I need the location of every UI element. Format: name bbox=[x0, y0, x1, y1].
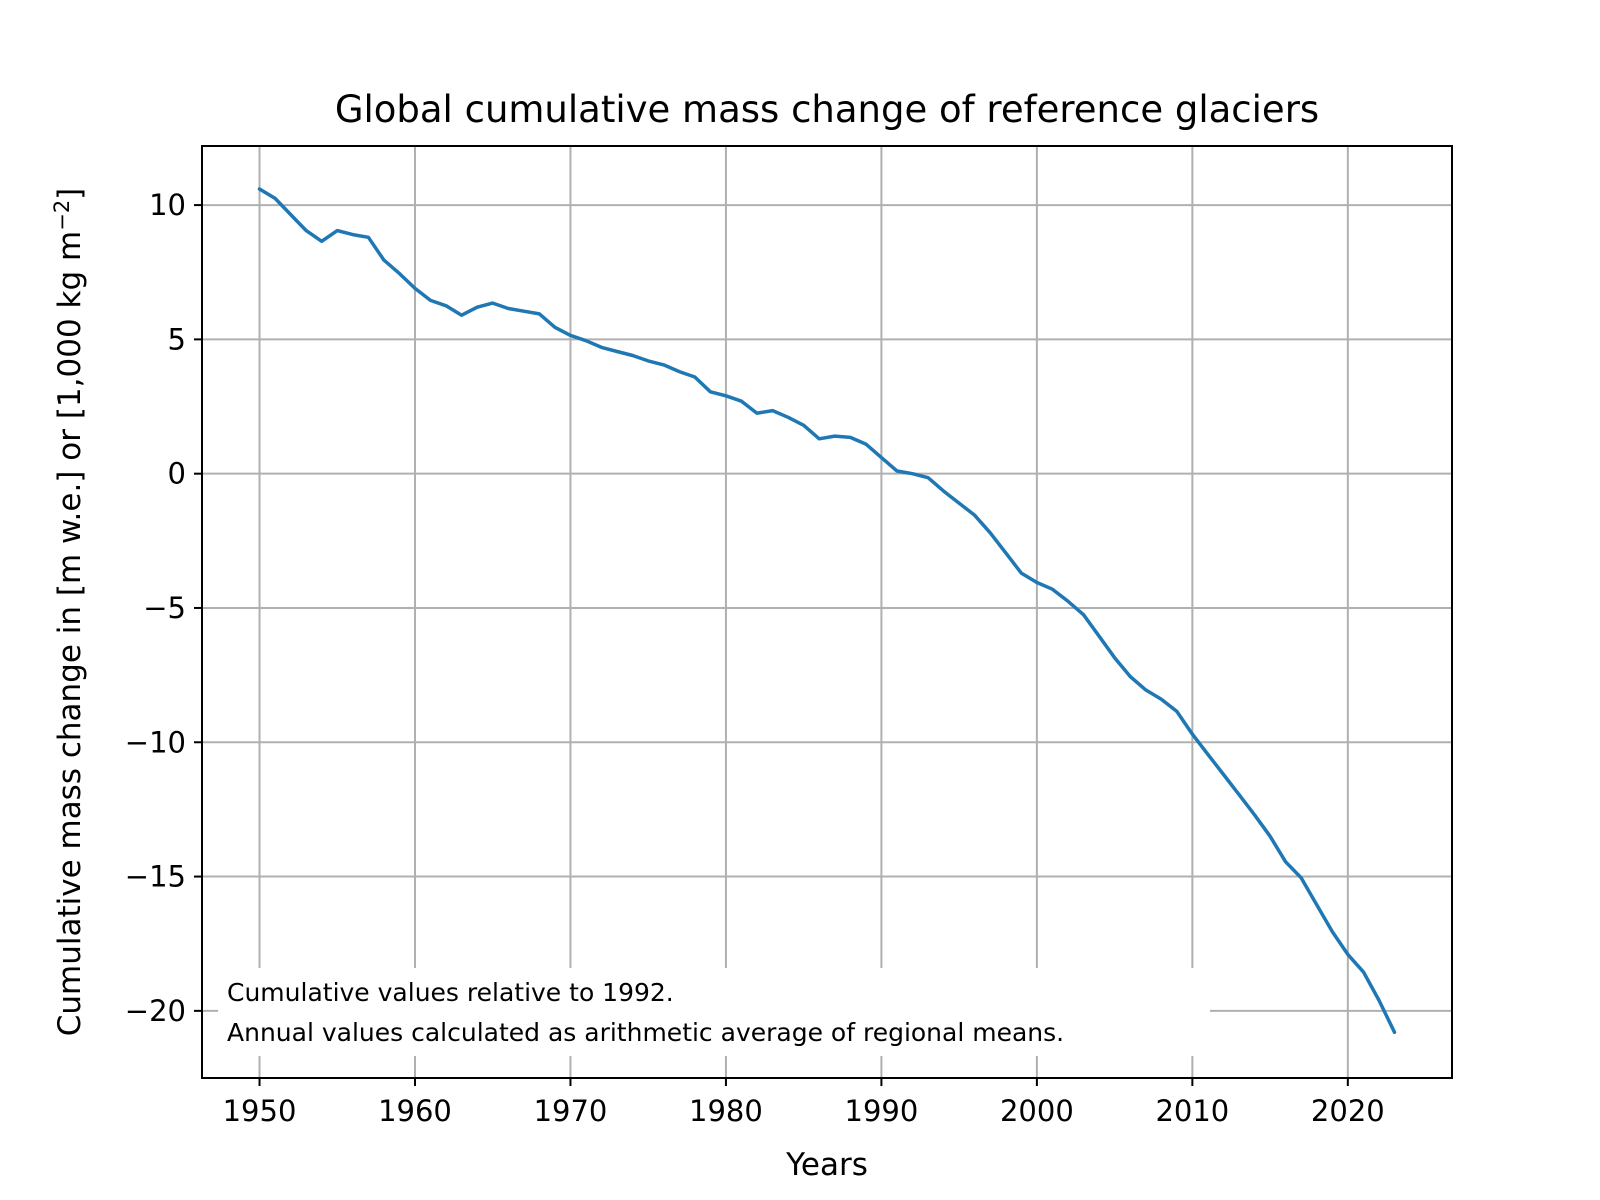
axis-ticks: 1950 1960 1970 1980 1990 2000 2010 2020 10 5 0 −5 −1… bbox=[125, 188, 1385, 1128]
x-tick-label: 1950 bbox=[223, 1094, 297, 1128]
x-tick-label: 1980 bbox=[689, 1094, 763, 1128]
y-tick-label: −10 bbox=[125, 725, 186, 759]
x-tick-label: 2020 bbox=[1311, 1094, 1385, 1128]
y-axis-title-superscript: −2 bbox=[50, 200, 74, 231]
chart-title: Global cumulative mass change of referen… bbox=[335, 88, 1319, 131]
series-line bbox=[257, 187, 1397, 1035]
annotation-line-2: Annual values calculated as arithmetic a… bbox=[227, 1018, 1064, 1047]
y-tick-label: 5 bbox=[168, 322, 186, 356]
annotation-box: Cumulative values relative to 1992. Annu… bbox=[218, 968, 1210, 1056]
plot-area-frame bbox=[201, 145, 1453, 1079]
series-layer bbox=[257, 187, 1397, 1035]
x-tick-label: 2000 bbox=[1000, 1094, 1074, 1128]
y-tick-label: 10 bbox=[149, 188, 186, 222]
x-axis-title: Years bbox=[785, 1147, 868, 1183]
x-tick-label: 2010 bbox=[1155, 1094, 1229, 1128]
grid bbox=[202, 146, 1452, 1078]
y-tick-label: −5 bbox=[143, 591, 186, 625]
annotation-line-1: Cumulative values relative to 1992. bbox=[227, 978, 674, 1007]
y-axis-title: Cumulative mass change in [m w.e.] or [1… bbox=[50, 188, 88, 1037]
x-tick-label: 1960 bbox=[378, 1094, 452, 1128]
annotation-background bbox=[218, 968, 1210, 1056]
x-tick-label: 1990 bbox=[845, 1094, 919, 1128]
y-axis-title-close: ] bbox=[52, 188, 88, 200]
y-axis-title-main: Cumulative mass change in [m w.e.] or [1… bbox=[52, 231, 88, 1037]
x-tick-label: 1970 bbox=[534, 1094, 608, 1128]
y-tick-label: 0 bbox=[168, 457, 186, 491]
y-tick-label: −15 bbox=[125, 860, 186, 894]
y-tick-label: −20 bbox=[125, 994, 186, 1028]
